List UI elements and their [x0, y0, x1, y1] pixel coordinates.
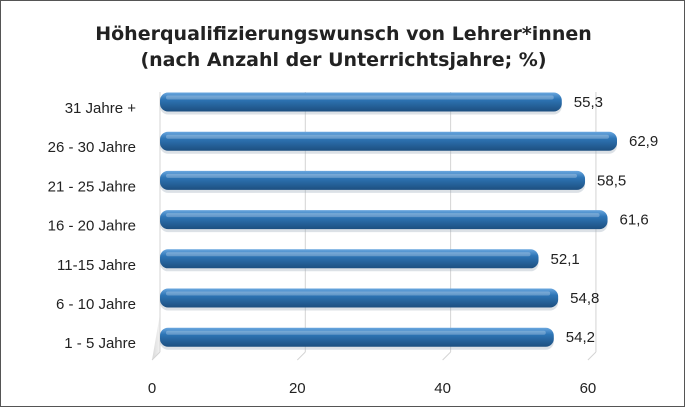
- chart-title: Höherqualifizierungswunsch von Lehrer*in…: [1, 21, 685, 73]
- bar: [160, 327, 554, 350]
- x-axis: 0 20 40 60: [148, 380, 596, 397]
- bar-highlight: [166, 291, 551, 296]
- value-label: 55,3: [574, 94, 603, 111]
- bar: [160, 249, 539, 272]
- x-tick-label: 20: [289, 380, 306, 397]
- gridline-floor: [296, 351, 306, 361]
- value-label: 54,2: [566, 329, 595, 346]
- bar-body: [160, 210, 608, 230]
- value-label: 58,5: [597, 172, 626, 189]
- category-label: 1 - 5 Jahre: [64, 335, 136, 352]
- bar: [160, 131, 617, 154]
- bar-highlight: [166, 134, 609, 139]
- bar: [160, 210, 608, 233]
- gridline-floor: [151, 351, 161, 361]
- labels: 31 Jahre + 55,3 26 - 30 Jahre 62,9 21 - 25 J…: [48, 94, 659, 352]
- bar-highlight: [166, 213, 600, 218]
- bar-body: [160, 170, 586, 190]
- bar: [160, 288, 559, 311]
- bar-body: [160, 92, 562, 112]
- chart-title-line-2: (nach Anzahl der Unterrichtsjahre; %): [140, 49, 547, 71]
- value-label: 54,8: [570, 290, 599, 307]
- bar-highlight: [166, 330, 546, 335]
- x-tick-label: 40: [434, 380, 451, 397]
- bar: [160, 170, 586, 193]
- bar-highlight: [166, 173, 578, 178]
- category-label: 21 - 25 Jahre: [48, 178, 136, 195]
- bar-body: [160, 249, 539, 269]
- bar-highlight: [166, 252, 531, 257]
- bar-highlight: [166, 95, 554, 100]
- category-label: 31 Jahre +: [65, 100, 137, 117]
- gridline-floor: [442, 351, 451, 361]
- category-label: 6 - 10 Jahre: [56, 296, 136, 313]
- bars: [160, 92, 617, 350]
- gridline-floor: [587, 351, 597, 361]
- bar-body: [160, 327, 554, 347]
- value-label: 52,1: [551, 251, 580, 268]
- bar-body: [160, 288, 559, 308]
- category-label: 16 - 20 Jahre: [48, 218, 136, 235]
- x-tick-label: 60: [580, 380, 597, 397]
- bar-body: [160, 131, 617, 151]
- category-label: 11-15 Jahre: [57, 257, 136, 274]
- x-tick-label: 0: [148, 380, 156, 397]
- value-label: 61,6: [620, 212, 649, 229]
- category-label: 26 - 30 Jahre: [48, 139, 136, 156]
- chart-title-line-1: Höherqualifizierungswunsch von Lehrer*in…: [95, 23, 592, 45]
- bar: [160, 92, 562, 115]
- chart-wall: [152, 314, 160, 360]
- value-label: 62,9: [629, 133, 658, 150]
